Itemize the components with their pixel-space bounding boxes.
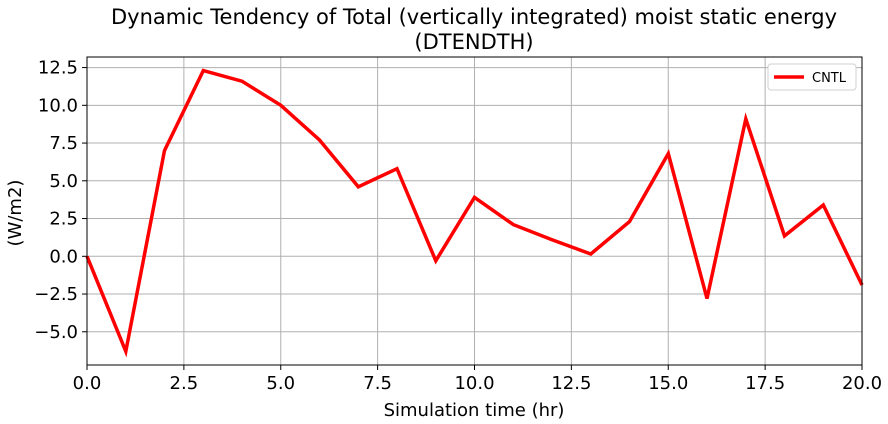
y-tick-label: 0.0 <box>49 246 78 267</box>
x-ticks: 0.0 2.5 5.0 7.5 10.0 12.5 15.0 17.5 20.0 <box>73 365 882 394</box>
y-tick-label: 10.0 <box>38 95 78 116</box>
x-axis-label: Simulation time (hr) <box>384 400 565 421</box>
series-line-cntl <box>85 68 864 358</box>
x-tick-label: 5.0 <box>266 373 295 394</box>
x-tick-label: 12.5 <box>551 373 591 394</box>
x-tick-label: 15.0 <box>648 373 688 394</box>
x-tick-label: 17.5 <box>745 373 785 394</box>
y-tick-label: −2.5 <box>34 284 78 305</box>
chart-title-line: Dynamic Tendency of Total (vertically in… <box>111 5 837 29</box>
y-axis-label: (W/m2) <box>5 180 26 247</box>
y-ticks: −5.0 −2.5 0.0 2.5 5.0 7.5 10.0 12.5 <box>34 58 87 343</box>
x-tick-label: 10.0 <box>454 373 494 394</box>
y-tick-label: −5.0 <box>34 322 78 343</box>
legend: CNTL <box>767 63 857 91</box>
legend-label: CNTL <box>812 71 847 86</box>
series-layer <box>85 68 864 358</box>
plot-frame <box>86 56 863 366</box>
x-tick-label: 7.5 <box>363 373 392 394</box>
y-tick-label: 2.5 <box>49 209 78 230</box>
grid <box>86 57 863 365</box>
legend-box <box>767 63 857 91</box>
x-tick-label: 2.5 <box>170 373 199 394</box>
y-tick-label: 12.5 <box>38 58 78 79</box>
chart-title: Dynamic Tendency of Total (vertically in… <box>111 5 837 54</box>
chart-title-line: (DTENDTH) <box>414 30 533 54</box>
y-tick-label: 5.0 <box>49 171 78 192</box>
x-tick-label: 20.0 <box>842 373 882 394</box>
x-tick-label: 0.0 <box>73 373 102 394</box>
y-tick-label: 7.5 <box>49 133 78 154</box>
